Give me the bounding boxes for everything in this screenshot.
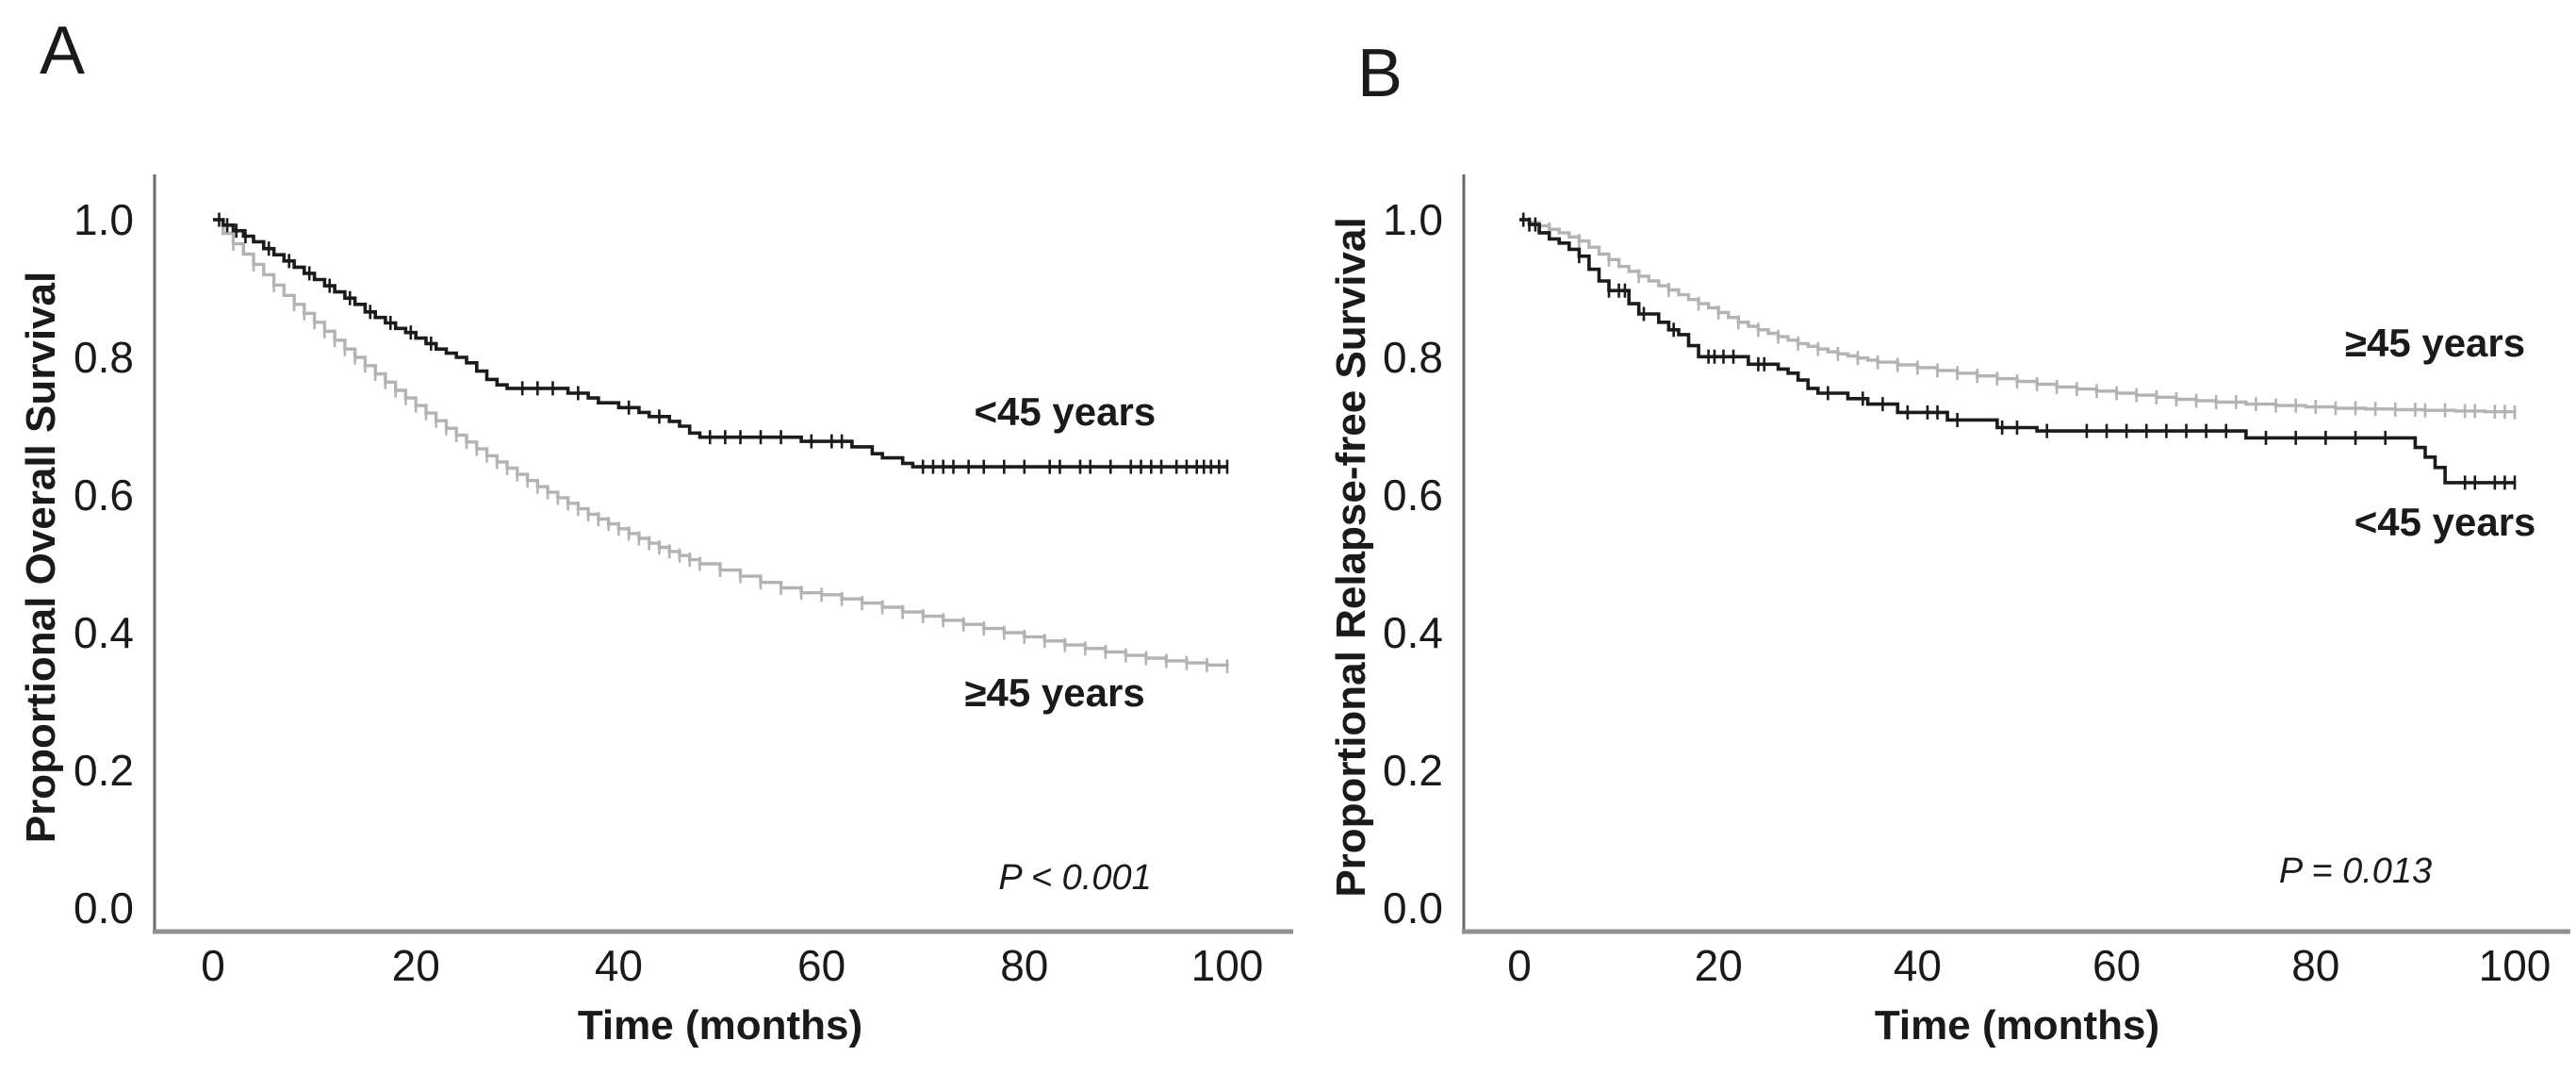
y-tick-label: 0.4 — [1383, 608, 1443, 657]
x-tick-label: 0 — [201, 941, 225, 990]
series-label: <45 years — [974, 389, 1156, 434]
x-tick-label: 80 — [2291, 941, 2339, 990]
y-axis-title: Proportional Overall Survival — [18, 272, 64, 843]
y-tick-label: 0.8 — [74, 333, 134, 382]
censor-ticks — [1548, 222, 2517, 420]
y-tick-label: 1.0 — [74, 195, 134, 244]
censor-ticks — [232, 237, 1229, 674]
y-tick-label: 0.8 — [1383, 333, 1443, 382]
censor-ticks — [218, 212, 1229, 474]
km-curve-younger — [213, 218, 1227, 469]
x-tick-label: 60 — [2092, 941, 2141, 990]
x-tick-label: 40 — [1894, 941, 1942, 990]
x-tick-label: 40 — [595, 941, 643, 990]
x-tick-label: 0 — [1507, 941, 1532, 990]
y-tick-label: 0.6 — [74, 470, 134, 520]
panel-letter: A — [40, 13, 85, 89]
y-tick-label: 0.6 — [1383, 470, 1443, 520]
y-tick-label: 0.2 — [1383, 746, 1443, 795]
y-tick-label: 0.4 — [74, 608, 134, 657]
p-value-annotation: P < 0.001 — [998, 858, 1151, 898]
series-label: <45 years — [2354, 500, 2536, 544]
x-tick-label: 100 — [1191, 941, 1264, 990]
p-value-annotation: P = 0.013 — [2279, 851, 2432, 891]
x-tick-label: 80 — [1000, 941, 1048, 990]
y-tick-label: 0.0 — [74, 883, 134, 933]
panel-a: 1.0 0.8 0.6 0.4 0.2 0.0 0 20 40 60 80 100 Time (mont… — [18, 13, 1293, 1048]
y-tick-label: 0.0 — [1383, 883, 1443, 933]
km-curve-older — [213, 218, 1229, 667]
y-axis-title: Proportional Relapse-free Survival — [1328, 217, 1374, 897]
panel-letter: B — [1357, 36, 1403, 111]
y-tick-label: 0.2 — [74, 746, 134, 795]
x-tick-label: 100 — [2479, 941, 2551, 990]
censor-ticks — [1521, 212, 2517, 490]
x-axis-title: Time (months) — [578, 1002, 862, 1048]
x-tick-label: 60 — [797, 941, 845, 990]
panel-b: 1.0 0.8 0.6 0.4 0.2 0.0 0 20 40 60 80 100 Time (mont… — [1328, 36, 2570, 1048]
x-tick-label: 20 — [392, 941, 440, 990]
series-label: ≥45 years — [2345, 321, 2525, 365]
y-tick-label: 1.0 — [1383, 195, 1443, 244]
x-axis-title: Time (months) — [1875, 1002, 2159, 1048]
x-tick-label: 20 — [1695, 941, 1743, 990]
series-label: ≥45 years — [964, 670, 1144, 715]
